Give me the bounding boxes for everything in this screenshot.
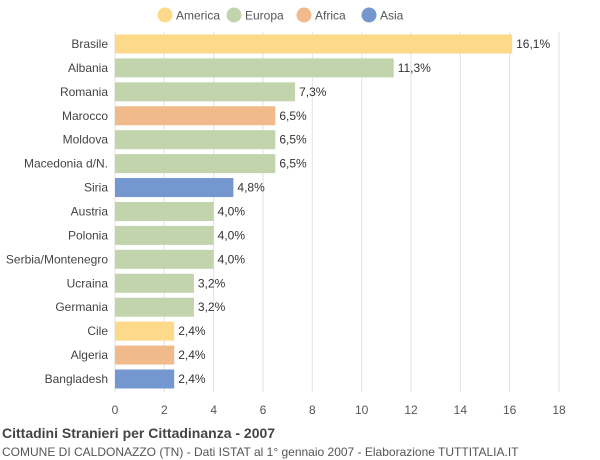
bar bbox=[115, 82, 296, 102]
x-tick-label: 14 bbox=[454, 403, 468, 417]
bar bbox=[115, 106, 276, 126]
category-label: Algeria bbox=[71, 348, 109, 362]
value-label: 4,8% bbox=[237, 181, 265, 195]
chart-title: Cittadini Stranieri per Cittadinanza - 2… bbox=[2, 425, 276, 441]
category-label: Cile bbox=[87, 324, 108, 338]
bar bbox=[115, 249, 214, 269]
value-label: 6,5% bbox=[279, 133, 307, 147]
legend-swatch-asia bbox=[361, 7, 377, 23]
legend-swatch-america bbox=[157, 7, 173, 23]
category-label: Ucraina bbox=[67, 276, 109, 290]
value-label: 6,5% bbox=[279, 157, 307, 171]
legend-label-asia: Asia bbox=[380, 9, 404, 23]
value-label: 4,0% bbox=[218, 204, 246, 218]
value-label: 2,4% bbox=[178, 372, 206, 386]
legend: America Europa Africa Asia bbox=[157, 7, 404, 23]
bar bbox=[115, 273, 194, 293]
legend-swatch-europa bbox=[226, 7, 242, 23]
value-label: 11,3% bbox=[398, 61, 431, 75]
bar bbox=[115, 130, 276, 150]
legend-swatch-africa bbox=[296, 7, 312, 23]
x-axis: 0 2 4 6 8 10 12 14 16 18 bbox=[112, 403, 566, 417]
bar bbox=[115, 297, 194, 317]
value-label: 3,2% bbox=[198, 300, 226, 314]
bar bbox=[115, 201, 214, 221]
legend-label-africa: Africa bbox=[315, 9, 346, 23]
value-label: 2,4% bbox=[178, 348, 206, 362]
category-label: Siria bbox=[84, 181, 108, 195]
legend-label-europa: Europa bbox=[245, 9, 284, 23]
legend-label-america: America bbox=[176, 9, 220, 23]
value-label: 7,3% bbox=[299, 85, 327, 99]
category-label: Albania bbox=[68, 61, 108, 75]
x-tick-label: 12 bbox=[404, 403, 418, 417]
bar bbox=[115, 321, 175, 341]
x-tick-label: 0 bbox=[112, 403, 119, 417]
value-label: 3,2% bbox=[198, 276, 226, 290]
x-tick-label: 8 bbox=[309, 403, 316, 417]
value-label: 6,5% bbox=[279, 109, 307, 123]
value-label: 4,0% bbox=[218, 228, 246, 242]
bar bbox=[115, 34, 513, 54]
value-label: 16,1% bbox=[516, 37, 550, 51]
bar bbox=[115, 345, 175, 365]
value-label: 4,0% bbox=[218, 252, 246, 266]
bar bbox=[115, 225, 214, 245]
bar-chart: America Europa Africa Asia Brasile 16,1% Alba… bbox=[6, 7, 566, 417]
category-label: Marocco bbox=[62, 109, 108, 123]
value-label: 2,4% bbox=[178, 324, 206, 338]
x-tick-label: 4 bbox=[210, 403, 217, 417]
category-label: Serbia/Montenegro bbox=[6, 252, 108, 266]
x-tick-label: 18 bbox=[552, 403, 566, 417]
bar bbox=[115, 154, 276, 174]
bars: Brasile 16,1% Albania 11,3% Romania 7,3% Maroc… bbox=[6, 34, 550, 389]
category-label: Austria bbox=[71, 204, 109, 218]
category-label: Moldova bbox=[63, 133, 109, 147]
category-label: Romania bbox=[60, 85, 108, 99]
bar bbox=[115, 369, 175, 389]
x-tick-label: 10 bbox=[355, 403, 369, 417]
category-label: Bangladesh bbox=[45, 372, 108, 386]
x-tick-label: 6 bbox=[260, 403, 267, 417]
bar bbox=[115, 178, 234, 198]
category-label: Brasile bbox=[71, 37, 108, 51]
bar bbox=[115, 58, 394, 78]
x-tick-label: 2 bbox=[161, 403, 168, 417]
category-label: Polonia bbox=[68, 228, 108, 242]
x-tick-label: 16 bbox=[503, 403, 517, 417]
chart-subtitle: COMUNE DI CALDONAZZO (TN) - Dati ISTAT a… bbox=[2, 445, 519, 459]
category-label: Macedonia d/N. bbox=[24, 157, 108, 171]
category-label: Germania bbox=[55, 300, 108, 314]
